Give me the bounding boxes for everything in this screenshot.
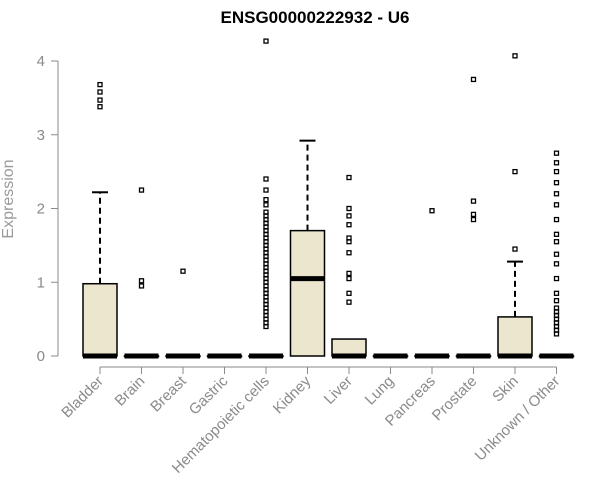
outlier-point — [470, 211, 477, 218]
outlier-point — [263, 202, 269, 208]
box-body — [497, 316, 533, 357]
outlier-point — [553, 168, 560, 175]
y-tick-label: 4 — [37, 53, 45, 70]
y-tick-label: 3 — [37, 127, 45, 144]
y-tick-label: 2 — [37, 201, 45, 218]
box-group — [82, 81, 118, 359]
outlier-point — [346, 235, 352, 241]
box-group — [455, 76, 492, 359]
box-group — [289, 139, 326, 357]
x-tick-label: Brain — [112, 373, 149, 410]
box-group — [331, 174, 367, 359]
outlier-point — [138, 187, 145, 193]
outlier-point — [553, 150, 560, 156]
x-tick-label: Prostate — [429, 373, 481, 425]
chart-title: ENSG00000222932 - U6 — [220, 8, 409, 27]
x-tick-label: Skin — [489, 373, 522, 406]
outlier-point — [470, 216, 477, 223]
outlier-point — [553, 191, 560, 197]
outlier-point — [97, 104, 103, 110]
outlier-point — [470, 198, 477, 204]
box-group — [538, 150, 575, 359]
outlier-point — [553, 261, 560, 267]
outlier-point — [553, 275, 560, 282]
x-tick-label: Kidney — [270, 372, 315, 417]
outlier-point — [346, 213, 352, 219]
outlier-point — [346, 205, 352, 212]
outlier-point — [180, 268, 186, 274]
y-axis-title: Expression — [0, 159, 17, 238]
outlier-point — [263, 187, 269, 193]
x-tick-label: Breast — [147, 372, 190, 415]
box-body — [331, 338, 367, 357]
y-tick-label: 1 — [37, 274, 45, 291]
box-group — [414, 208, 450, 359]
outlier-point — [346, 290, 352, 296]
outlier-point — [553, 305, 560, 311]
outlier-point — [470, 76, 477, 83]
outlier-point — [97, 97, 103, 103]
outlier-point — [346, 275, 352, 282]
outlier-point — [263, 196, 269, 203]
x-tick-label: Bladder — [58, 373, 107, 422]
outlier-point — [553, 216, 560, 223]
outlier-point — [553, 180, 560, 186]
outlier-point — [263, 209, 269, 215]
outlier-point — [346, 174, 352, 181]
x-tick-label: Liver — [321, 373, 356, 408]
outlier-point — [553, 239, 560, 245]
outlier-point — [97, 81, 103, 88]
outlier-point — [512, 168, 518, 175]
box-body — [289, 229, 326, 357]
outlier-point — [346, 270, 352, 277]
box-group — [372, 353, 409, 359]
box-group — [123, 187, 160, 359]
outlier-point — [138, 283, 145, 289]
x-tick-label: Lung — [362, 373, 398, 409]
box-group — [206, 353, 243, 359]
outlier-point — [138, 278, 145, 284]
outlier-point — [512, 246, 518, 252]
outlier-point — [97, 89, 103, 95]
outlier-point — [263, 38, 269, 44]
y-tick-label: 0 — [37, 348, 45, 365]
outlier-point — [553, 231, 560, 237]
outlier-point — [429, 208, 435, 214]
plot-area — [82, 38, 575, 359]
box-group — [497, 53, 533, 359]
outlier-point — [553, 251, 560, 257]
outlier-point — [346, 299, 352, 305]
outlier-point — [263, 176, 269, 182]
outlier-point — [346, 222, 352, 228]
outlier-point — [553, 160, 560, 166]
y-axis: 0 1 2 3 4 — [37, 53, 59, 365]
outlier-point — [553, 202, 560, 208]
outlier-point — [346, 250, 352, 256]
outlier-point — [512, 53, 518, 59]
box-body — [82, 282, 118, 357]
outlier-point — [553, 290, 560, 296]
outlier-point — [553, 298, 560, 304]
box-group — [165, 268, 201, 359]
box-group — [248, 38, 284, 359]
